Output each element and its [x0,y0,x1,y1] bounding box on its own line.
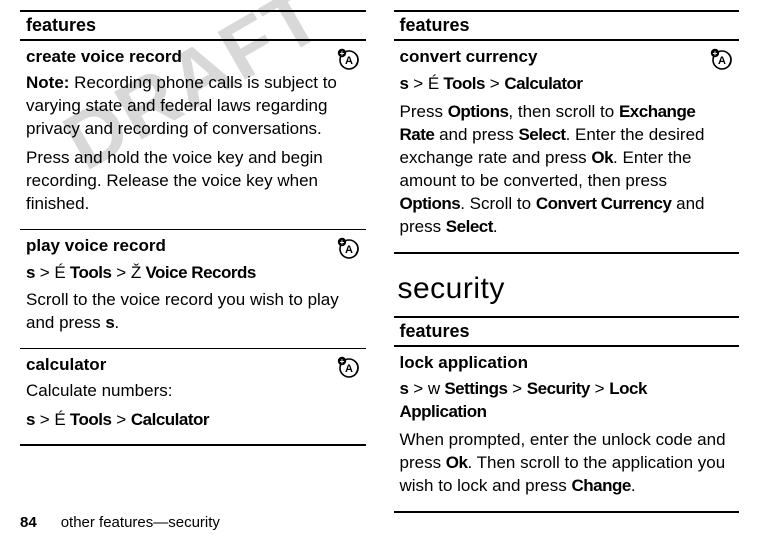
svg-text:+: + [339,238,344,247]
svg-text:+: + [713,49,718,58]
row-title: lock application [400,352,734,375]
row-create-voice-record: A+ create voice record Note: Recording p… [20,40,366,229]
svg-text:A: A [345,55,353,67]
right-column: features A+ convert currency s > É Tools… [394,10,740,513]
row-title: create voice record [26,46,360,69]
row-title: calculator [26,354,360,377]
accessibility-badge-icon: A+ [707,47,735,71]
left-header: features [20,11,366,40]
svg-text:+: + [339,357,344,366]
tools-glyph-icon: É [54,263,65,282]
right-bottom-header: features [394,317,740,346]
body-text: When prompted, enter the unlock code and… [400,429,734,498]
row-convert-currency: A+ convert currency s > É Tools > Calcul… [394,40,740,253]
nav-key-icon: s [26,410,35,429]
page-number: 84 [20,514,37,531]
menu-path: s > É Tools > Calculator [400,73,734,96]
right-top-table: features A+ convert currency s > É Tools… [394,10,740,254]
body-text: Calculate numbers: [26,380,360,403]
voice-glyph-icon: Ž [131,263,141,282]
left-column: features A+ create voice record Note: Re… [20,10,366,513]
nav-key-icon: s [26,263,35,282]
svg-text:A: A [718,55,726,67]
footer-text: other features—security [61,514,220,531]
accessibility-badge-icon: A+ [334,47,362,71]
row-play-voice-record: A+ play voice record s > É Tools > Ž Voi… [20,229,366,349]
right-bottom-table: features lock application s > w Settings… [394,316,740,514]
row-lock-application: lock application s > w Settings > Securi… [394,346,740,513]
body-text: Press and hold the voice key and begin r… [26,147,360,216]
menu-path: s > É Tools > Calculator [26,409,360,432]
menu-path: s > w Settings > Security > Lock Applica… [400,378,734,424]
settings-glyph-icon: w [428,379,440,398]
row-calculator: A+ calculator Calculate numbers: s > É T… [20,349,366,445]
section-heading-security: security [398,272,740,306]
menu-path: s > É Tools > Ž Voice Records [26,262,360,285]
body-text: Press Options, then scroll to Exchange R… [400,101,734,239]
row-title: convert currency [400,46,734,69]
body-text: Scroll to the voice record you wish to p… [26,289,360,335]
tools-glyph-icon: É [54,410,65,429]
row-title: play voice record [26,235,360,258]
accessibility-badge-icon: A+ [334,355,362,379]
left-table: features A+ create voice record Note: Re… [20,10,366,446]
page-columns: features A+ create voice record Note: Re… [0,0,759,513]
svg-text:A: A [345,363,353,375]
right-top-header: features [394,11,740,40]
nav-key-icon: s [105,313,114,332]
accessibility-badge-icon: A+ [334,236,362,260]
page-footer: 84 other features—security [20,514,220,531]
svg-text:A: A [345,244,353,256]
tools-glyph-icon: É [428,74,439,93]
note-text: Note: Recording phone calls is subject t… [26,72,360,141]
svg-text:+: + [339,49,344,58]
